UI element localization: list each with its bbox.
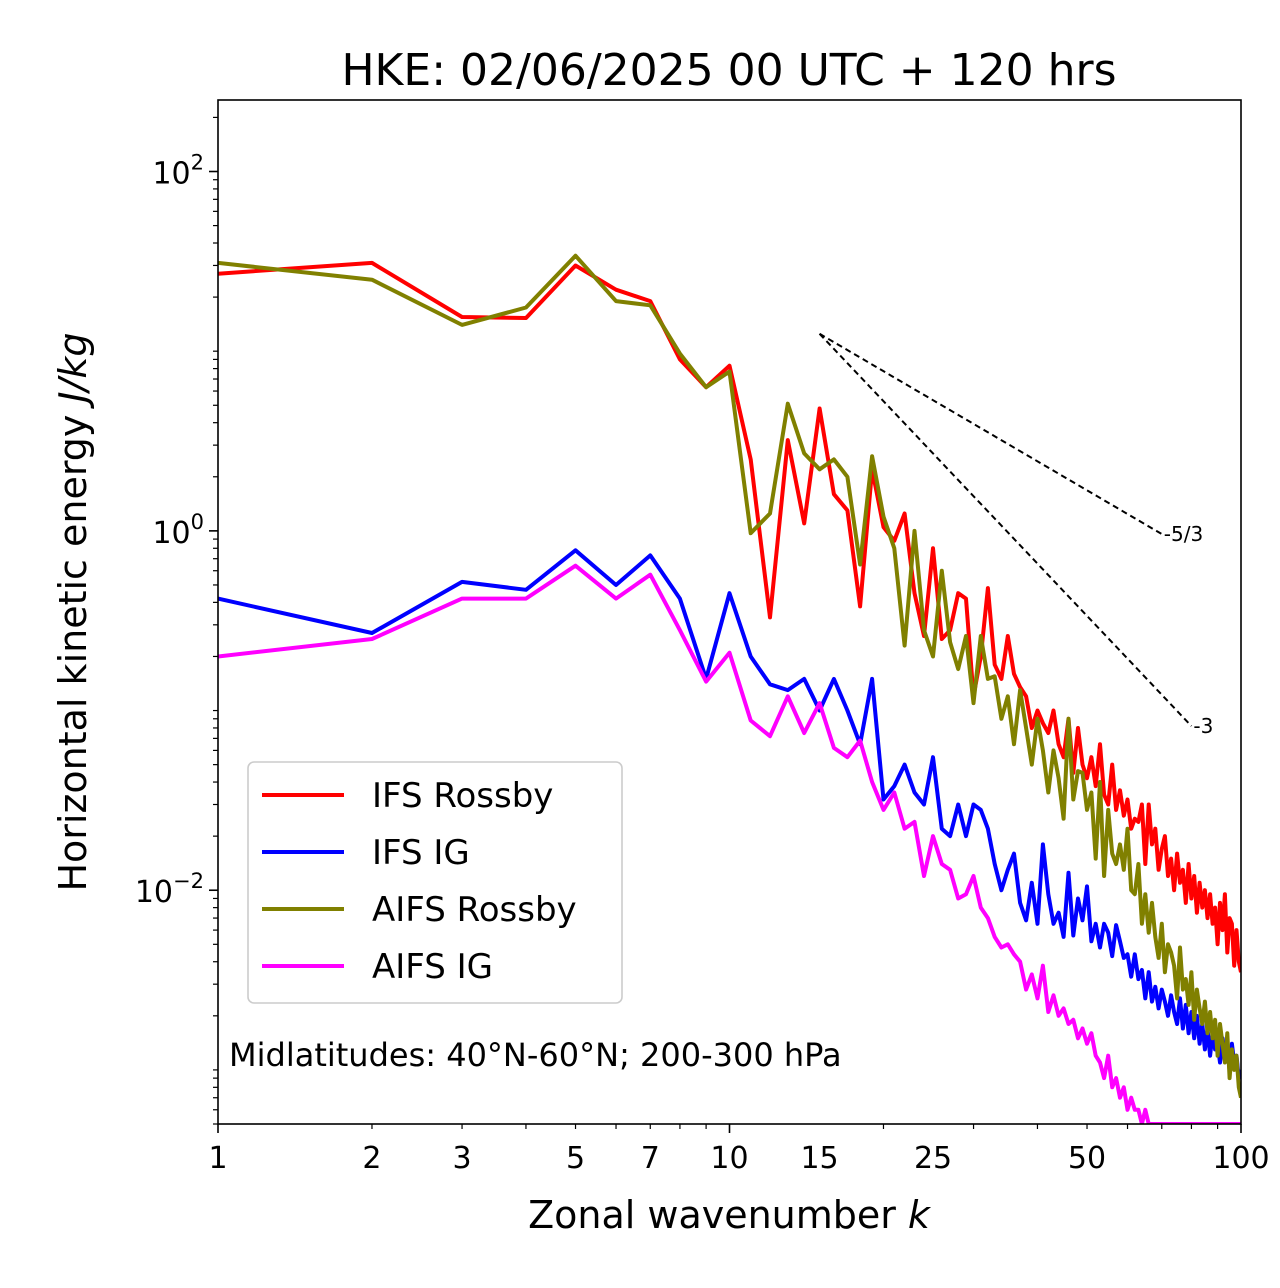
y-tick-label: 10−2 [135, 869, 204, 910]
legend: IFS Rossby IFS IG AIFS Rossby AIFS IG [247, 761, 623, 1004]
y-axis-label-unit: J/kg [51, 332, 95, 409]
series-layer [218, 253, 1241, 1124]
legend-label: AIFS IG [372, 947, 493, 987]
x-tick-label: 10 [710, 1141, 748, 1176]
x-axis-label-text: Zonal wavenumber [528, 1193, 896, 1237]
chart-title: HKE: 02/06/2025 00 UTC + 120 hrs [341, 45, 1116, 96]
series-line-aifs-ig [218, 563, 1241, 1124]
reference-slope-label: -5/3 [1164, 522, 1203, 546]
x-axis-ticks: 1 2 3 5 7 10 15 25 50 100 [208, 1124, 1270, 1176]
x-tick-label: 5 [566, 1141, 585, 1176]
reference-slope-label: -3 [1193, 714, 1213, 738]
reference-slopes: -5/3 -3 [818, 332, 1213, 738]
y-axis-label-text: Horizontal kinetic energy [51, 415, 95, 892]
series-line-ifs-rossby [218, 260, 1241, 973]
x-tick-label: 7 [641, 1141, 660, 1176]
series-line-ifs-ig [218, 548, 1241, 1081]
x-tick-label: 1 [208, 1141, 227, 1176]
x-tick-label: 3 [453, 1141, 472, 1176]
legend-box [247, 761, 623, 1004]
x-axis-label: Zonal wavenumber k [528, 1193, 932, 1237]
legend-label: IFS IG [372, 833, 470, 873]
y-tick-label: 100 [152, 510, 204, 551]
reference-slope-line [819, 332, 1163, 535]
legend-label: AIFS Rossby [372, 890, 577, 930]
x-axis-label-var: k [908, 1193, 932, 1237]
y-axis-label: Horizontal kinetic energy J/kg [51, 332, 95, 891]
y-tick-label: 102 [152, 151, 204, 192]
region-annotation: Midlatitudes: 40°N-60°N; 200-300 hPa [229, 1036, 842, 1074]
reference-slope-line [818, 333, 1193, 727]
legend-label: IFS Rossby [372, 776, 553, 816]
x-tick-label: 15 [800, 1141, 838, 1176]
x-tick-label: 25 [914, 1141, 952, 1176]
y-axis-ticks: 102 100 10−2 [135, 116, 218, 1125]
series-line-aifs-rossby [218, 253, 1241, 1099]
x-tick-label: 100 [1212, 1141, 1269, 1176]
x-tick-label: 50 [1068, 1141, 1106, 1176]
x-tick-label: 2 [362, 1141, 381, 1176]
